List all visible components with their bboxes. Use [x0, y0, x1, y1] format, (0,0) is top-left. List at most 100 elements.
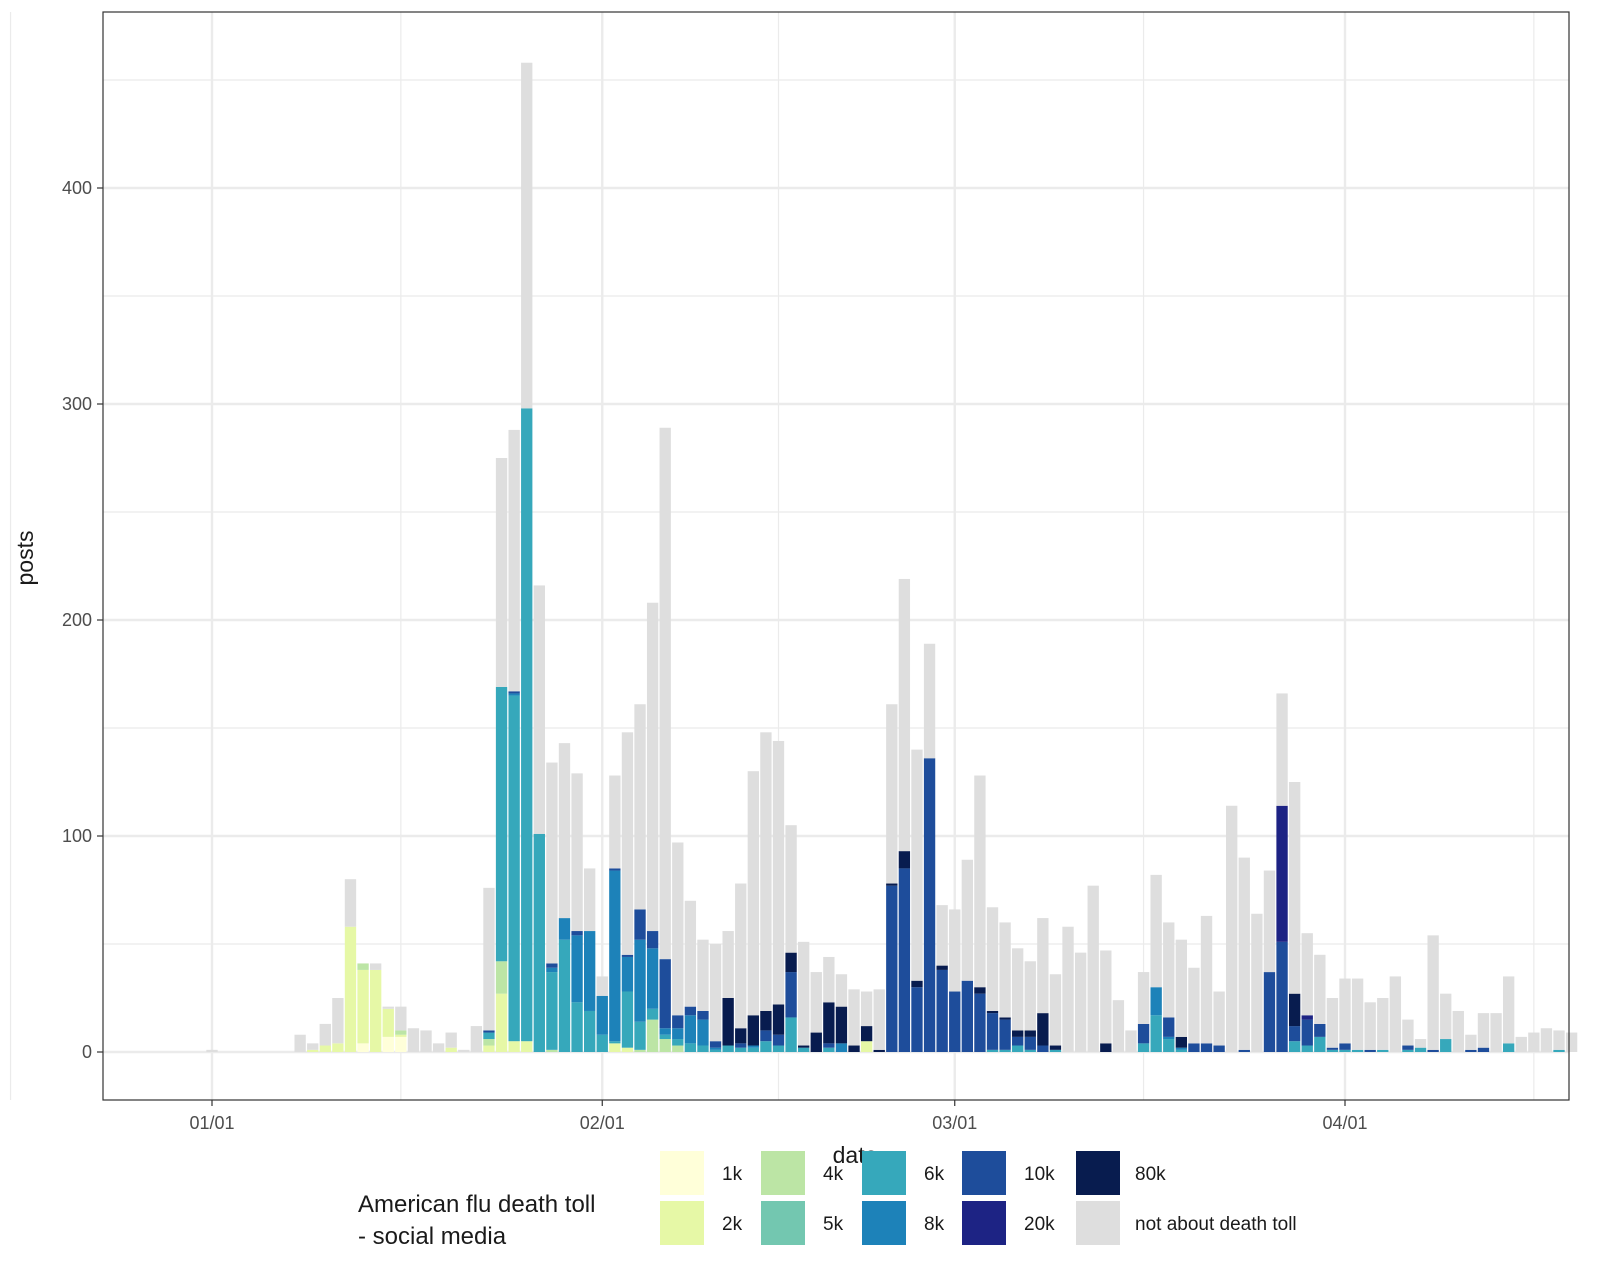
- legend-keys: 1k 2k 4k 5k 6k 8k 10k 20k 80k not about death tol…: [660, 1151, 1297, 1245]
- bar-segment-none: [1112, 1000, 1125, 1052]
- bar-segment-none: [747, 771, 759, 1016]
- bar-segment-80k: [986, 1010, 999, 1014]
- bar-2018-04-18: [1553, 1030, 1565, 1052]
- legend-key-6k: [862, 1151, 906, 1195]
- bar-2018-03-15: [1125, 1030, 1137, 1052]
- bar-segment-none: [1175, 939, 1188, 1037]
- bar-2018-04-16: [1528, 1032, 1540, 1052]
- bar-segment-none: [1012, 948, 1024, 1031]
- bar-segment-10k: [974, 993, 986, 1052]
- bar-2018-02-28: [936, 905, 948, 1052]
- bar-segment-8k: [508, 693, 520, 696]
- bar-segment-1k: [357, 1043, 369, 1052]
- bar-2018-04-17: [1540, 1028, 1553, 1052]
- bar-segment-none: [294, 1034, 306, 1052]
- legend-label-8k: 8k: [924, 1214, 945, 1235]
- bar-segment-none: [1452, 1010, 1464, 1052]
- bar-segment-6k: [1150, 1015, 1162, 1052]
- bar-segment-none: [1515, 1036, 1527, 1052]
- bar-segment-none: [936, 905, 948, 966]
- bar-2018-04-04: [1377, 998, 1389, 1052]
- bar-segment-10k: [483, 1030, 495, 1033]
- bar-segment-6k: [986, 1049, 999, 1052]
- bar-segment-8k: [1150, 987, 1162, 1016]
- bar-2018-03-29: [1301, 933, 1313, 1052]
- bar-2018-03-22: [1213, 991, 1225, 1052]
- bar-2018-03-05: [999, 922, 1011, 1052]
- bar-segment-8k: [697, 1019, 709, 1046]
- y-tick-label: 300: [62, 394, 92, 414]
- bar-2018-03-07: [1024, 961, 1036, 1052]
- legend-key-none: [1076, 1201, 1120, 1245]
- bar-segment-none: [1100, 950, 1112, 1044]
- bar-segment-none: [1049, 974, 1062, 1046]
- bar-segment-none: [307, 1043, 319, 1050]
- bar-2018-03-09: [1049, 974, 1062, 1052]
- bar-segment-none: [546, 762, 558, 964]
- y-tick-label: 0: [82, 1042, 92, 1062]
- bar-segment-80k: [848, 1045, 860, 1052]
- bar-segment-8k: [621, 956, 634, 992]
- bar-segment-none: [785, 825, 797, 953]
- bar-segment-10k: [936, 969, 948, 1052]
- bar-2018-02-09: [697, 939, 709, 1052]
- bar-segment-6k: [634, 1021, 646, 1050]
- bar-segment-none: [1427, 935, 1439, 1050]
- bar-segment-10k: [986, 1013, 999, 1050]
- legend-label-2k: 2k: [722, 1214, 743, 1235]
- bar-segment-6k: [1402, 1049, 1414, 1052]
- bar-segment-none: [1301, 933, 1313, 1016]
- legend-key-1k: [660, 1151, 704, 1195]
- bar-segment-4k: [357, 963, 369, 970]
- bar-segment-none: [1364, 1002, 1376, 1050]
- bar-segment-none: [621, 732, 634, 955]
- bar-segment-none: [1402, 1019, 1414, 1046]
- bar-segment-none: [596, 976, 608, 996]
- bar-segment-none: [1502, 976, 1515, 1044]
- bar-2018-02-07: [672, 842, 684, 1052]
- bar-segment-8k: [1163, 1036, 1175, 1040]
- bar-2018-04-07: [1414, 1039, 1427, 1052]
- bar-segment-10k: [1477, 1047, 1490, 1052]
- bar-segment-8k: [634, 939, 646, 1022]
- bar-segment-20k: [1276, 805, 1288, 942]
- bar-segment-none: [634, 704, 646, 910]
- bar-segment-2k: [621, 1047, 634, 1052]
- bar-segment-2k: [344, 926, 357, 1052]
- bar-segment-none: [508, 429, 520, 692]
- bar-segment-10k: [508, 691, 520, 694]
- bar-segment-none: [722, 931, 734, 998]
- bar-2018-02-18: [810, 972, 822, 1052]
- bar-segment-20k: [1301, 1015, 1313, 1020]
- bar-2018-01-15: [382, 1006, 394, 1052]
- bar-2018-01-24: [495, 458, 508, 1052]
- bar-2018-03-30: [1314, 954, 1326, 1052]
- bar-2018-01-09: [307, 1043, 319, 1052]
- bar-segment-none: [571, 773, 583, 932]
- bar-2018-04-09: [1440, 993, 1452, 1052]
- y-tick-label: 400: [62, 178, 92, 198]
- bar-segment-none: [1326, 998, 1339, 1048]
- bar-segment-6k: [609, 1041, 621, 1044]
- bar-2018-01-31: [584, 868, 596, 1052]
- bar-2018-02-01: [596, 976, 608, 1052]
- bar-segment-6k: [483, 1032, 495, 1040]
- bar-segment-6k: [1137, 1043, 1150, 1052]
- bar-segment-none: [1150, 874, 1162, 988]
- bar-segment-10k: [634, 909, 646, 940]
- bar-segment-none: [470, 1026, 483, 1052]
- bar-segment-none: [1490, 1013, 1502, 1052]
- bar-segment-2k: [369, 969, 382, 1052]
- bar-2018-03-03: [974, 775, 986, 1052]
- bar-segment-6k: [1351, 1049, 1364, 1052]
- x-tick-label: 03/01: [932, 1113, 977, 1133]
- bar-segment-6k: [1163, 1039, 1175, 1052]
- bar-segment-none: [407, 1028, 420, 1052]
- legend-key-5k: [761, 1201, 805, 1245]
- bar-segment-80k: [835, 1006, 848, 1044]
- bar-segment-6k: [1326, 1049, 1339, 1052]
- bar-segment-2k: [860, 1041, 873, 1052]
- bar-2018-02-16: [785, 825, 797, 1052]
- legend-key-8k: [862, 1201, 906, 1245]
- bar-segment-10k: [1263, 972, 1276, 1052]
